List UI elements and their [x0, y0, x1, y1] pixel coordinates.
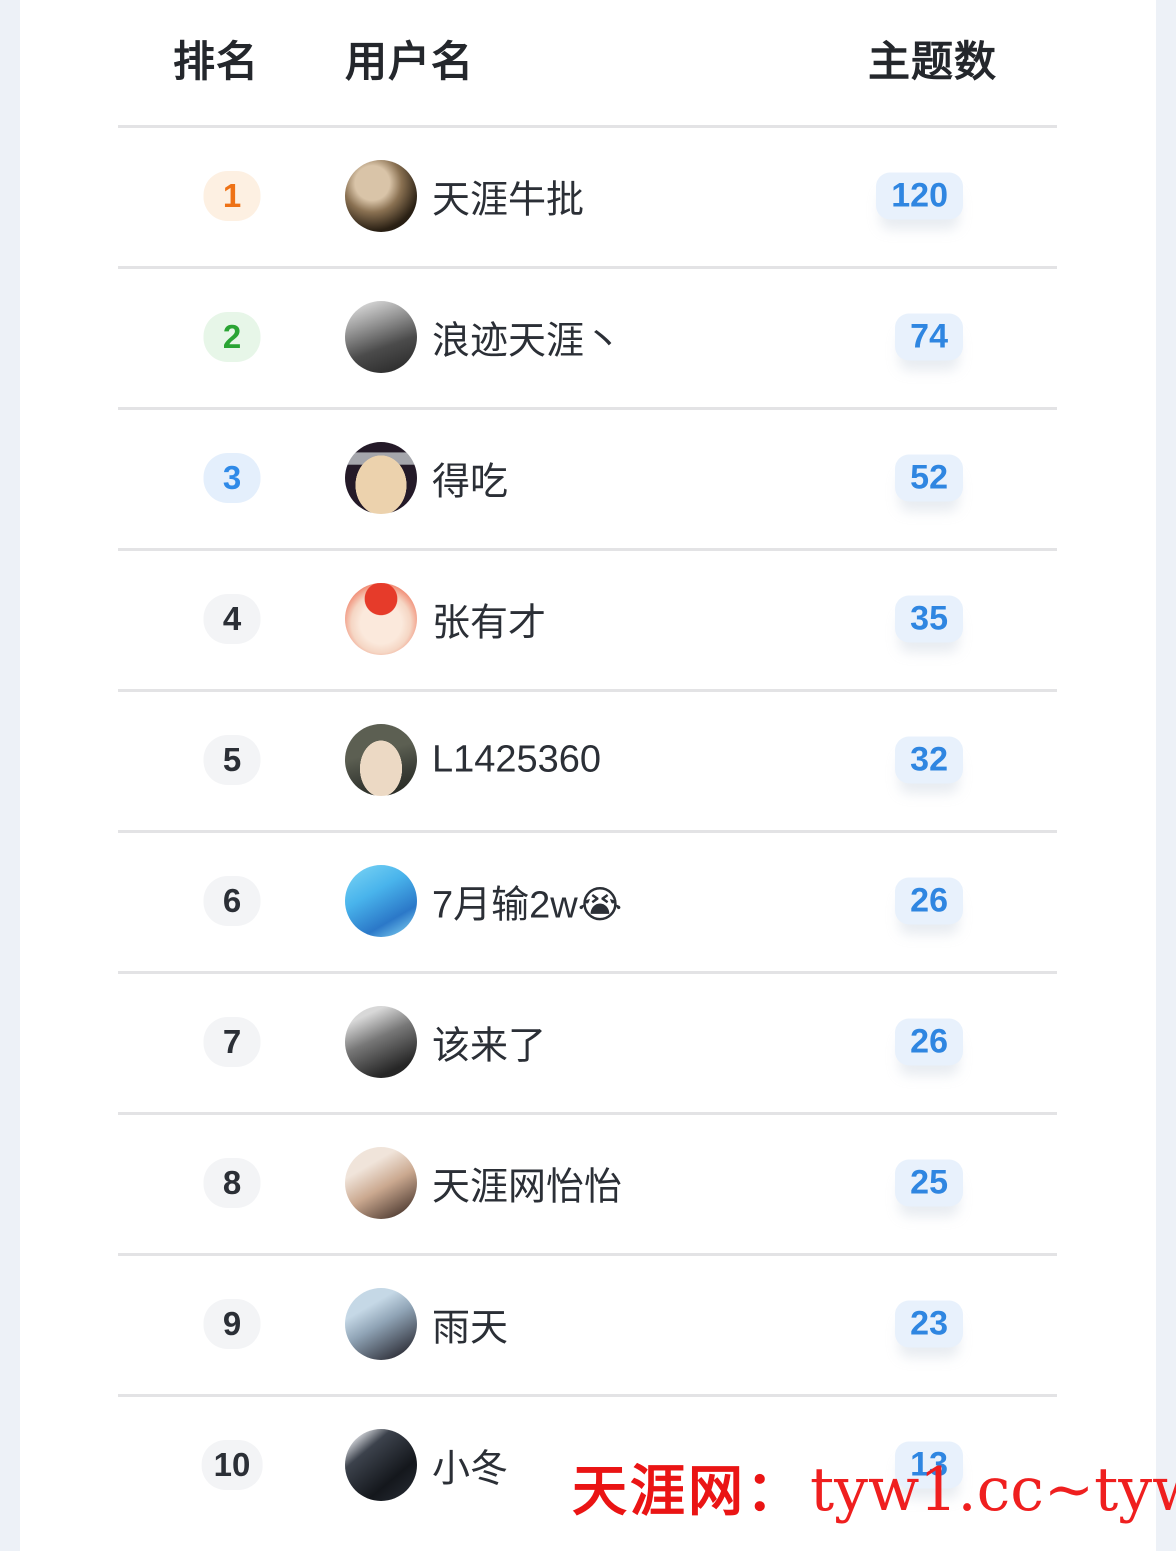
username[interactable]: 小冬 [432, 1448, 509, 1490]
table-row: 10 小冬 13 [20, 1394, 1156, 1535]
username[interactable]: 张有才 [432, 602, 547, 644]
leaderboard-panel: 排名 用户名 主题数 1 天涯牛批 120 2 浪迹天涯丶 74 3 得吃 52… [20, 0, 1176, 1551]
avatar[interactable] [345, 159, 417, 232]
avatar[interactable] [345, 1287, 417, 1360]
column-header-username: 用户名 [345, 38, 475, 85]
column-header-topic-count: 主题数 [868, 38, 998, 85]
rank-badge: 2 [203, 311, 261, 362]
rank-badge: 5 [203, 734, 261, 785]
username[interactable]: 浪迹天涯丶 [432, 320, 623, 362]
topic-count-badge: 25 [895, 1159, 963, 1206]
topic-count-badge: 52 [895, 454, 963, 501]
rank-badge: 10 [201, 1439, 263, 1490]
username[interactable]: 7月输2w😭 [432, 884, 623, 926]
avatar[interactable] [345, 1146, 417, 1219]
table-row: 3 得吃 52 [20, 407, 1156, 548]
table-row: 4 张有才 35 [20, 548, 1156, 689]
watermark-site-name: 天涯网： [572, 1460, 805, 1522]
rank-badge: 8 [203, 1157, 261, 1208]
topic-count-badge: 32 [895, 736, 963, 783]
rank-badge: 7 [203, 1016, 261, 1067]
username[interactable]: 雨天 [432, 1307, 509, 1349]
table-row: 6 7月输2w😭 26 [20, 830, 1156, 971]
avatar[interactable] [345, 1428, 417, 1501]
topic-count-badge: 35 [895, 595, 963, 642]
username[interactable]: L1425360 [432, 738, 602, 780]
watermark-site-urls: tyw1.cc~tyw8.cc [810, 1455, 1176, 1525]
username[interactable]: 得吃 [432, 461, 509, 503]
avatar[interactable] [345, 300, 417, 373]
rank-badge: 1 [203, 170, 261, 221]
column-header-rank: 排名 [173, 38, 260, 85]
topic-count-badge: 23 [895, 1300, 963, 1347]
topic-count-badge: 26 [895, 877, 963, 924]
topic-count-badge: 13 [895, 1441, 963, 1488]
avatar[interactable] [345, 1005, 417, 1078]
table-row: 9 雨天 23 [20, 1253, 1156, 1394]
table-header: 排名 用户名 主题数 [20, 0, 1156, 125]
watermark: 天涯网： tyw1.cc~tyw8.cc [572, 1446, 1176, 1526]
table-row: 8 天涯网怡怡 25 [20, 1112, 1156, 1253]
avatar[interactable] [345, 582, 417, 655]
avatar[interactable] [345, 864, 417, 937]
rank-badge: 9 [203, 1298, 261, 1349]
rank-badge: 3 [203, 452, 261, 503]
avatar[interactable] [345, 723, 417, 796]
username[interactable]: 天涯牛批 [432, 179, 585, 221]
avatar[interactable] [345, 441, 417, 514]
table-row: 1 天涯牛批 120 [20, 125, 1156, 266]
topic-count-badge: 74 [895, 313, 963, 360]
table-row: 2 浪迹天涯丶 74 [20, 266, 1156, 407]
username[interactable]: 该来了 [432, 1025, 547, 1067]
topic-count-badge: 120 [876, 172, 963, 219]
leaderboard-rows: 1 天涯牛批 120 2 浪迹天涯丶 74 3 得吃 52 4 张有才 35 5… [20, 125, 1156, 1535]
rank-badge: 6 [203, 875, 261, 926]
rank-badge: 4 [203, 593, 261, 644]
username[interactable]: 天涯网怡怡 [432, 1166, 623, 1208]
table-row: 5 L1425360 32 [20, 689, 1156, 830]
table-row: 7 该来了 26 [20, 971, 1156, 1112]
topic-count-badge: 26 [895, 1018, 963, 1065]
